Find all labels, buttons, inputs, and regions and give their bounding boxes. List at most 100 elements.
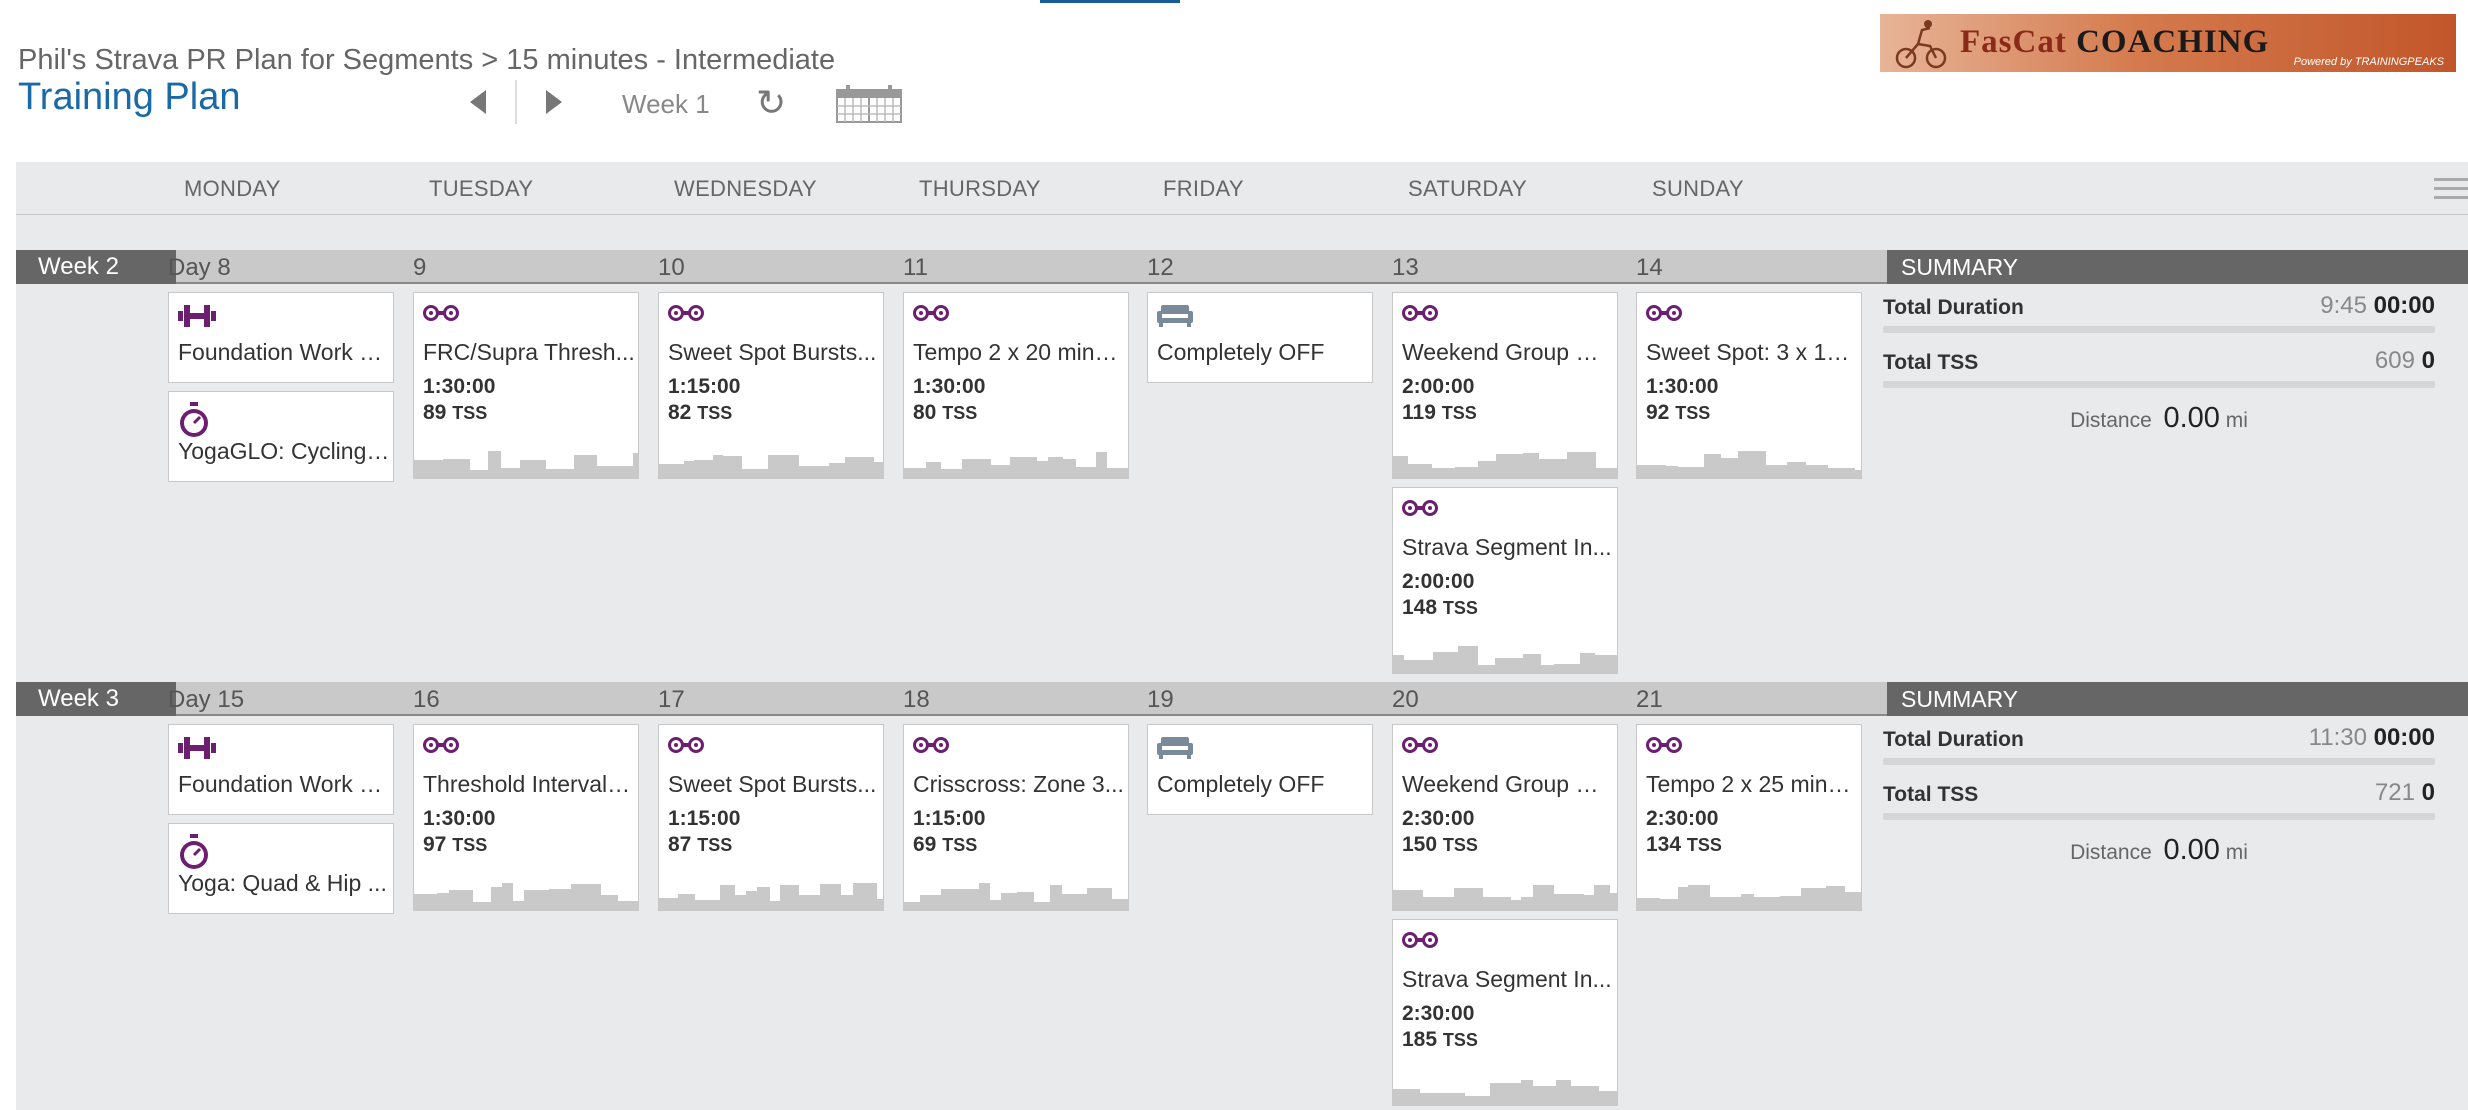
- dumbbell-icon: [178, 303, 216, 334]
- bike-icon: [1646, 303, 1682, 328]
- workout-title: Sweet Spot Bursts...: [668, 339, 877, 365]
- workout-card[interactable]: Weekend Group Ri... 2:00:00 119 TSS: [1392, 292, 1618, 479]
- total-duration-row: Total Duration 11:30 00:00: [1883, 724, 2435, 779]
- dumbbell-icon: [178, 735, 216, 766]
- bike-icon: [913, 303, 949, 328]
- workout-title: Strava Segment In...: [1402, 534, 1612, 560]
- workout-card[interactable]: Sweet Spot Bursts... 1:15:00 82 TSS: [658, 292, 884, 479]
- workout-card[interactable]: Foundation Work a...: [168, 724, 394, 815]
- day-number: 12: [1147, 254, 1174, 281]
- workout-duration: 2:30:00: [1402, 807, 1475, 830]
- workout-card[interactable]: Completely OFF: [1147, 292, 1373, 383]
- workout-title: Crisscross: Zone 3...: [913, 771, 1124, 797]
- workout-tss: 185 TSS: [1402, 1028, 1478, 1051]
- total-tss-label: Total TSS: [1883, 783, 1979, 806]
- day-number-strip: Day 8 9 10 11 12 13 14: [168, 250, 1906, 284]
- workout-title: Completely OFF: [1157, 339, 1325, 365]
- day-header-friday: FRIDAY: [1163, 176, 1244, 201]
- week-label-badge: Week 3: [16, 682, 176, 716]
- bike-icon: [1646, 735, 1682, 760]
- workout-tss: 97 TSS: [423, 833, 488, 856]
- day-number: 14: [1636, 254, 1663, 281]
- workout-card[interactable]: Completely OFF: [1147, 724, 1373, 815]
- workout-card[interactable]: Threshold Intervals... 1:30:00 97 TSS: [413, 724, 639, 911]
- workout-card[interactable]: Foundation Work a...: [168, 292, 394, 383]
- total-tss-row: Total TSS 609 0: [1883, 347, 2435, 402]
- workout-card[interactable]: Sweet Spot Bursts... 1:15:00 87 TSS: [658, 724, 884, 911]
- duration-progress-bar: [1883, 758, 2435, 765]
- stopwatch-icon: [178, 402, 210, 443]
- workout-card[interactable]: Yoga: Quad & Hip ...: [168, 823, 394, 914]
- logo-text: FasCat COACHING: [1960, 24, 2270, 60]
- workout-card[interactable]: Tempo 2 x 25 minu... 2:30:00 134 TSS: [1636, 724, 1862, 911]
- bike-icon: [1402, 303, 1438, 328]
- workout-title: Tempo 2 x 25 minu...: [1646, 771, 1858, 797]
- workout-title: Threshold Intervals...: [423, 771, 635, 797]
- day-number: 20: [1392, 686, 1419, 713]
- day-number: 19: [1147, 686, 1174, 713]
- distance-summary: Distance 0.00 mi: [2070, 402, 2248, 434]
- duration-progress-bar: [1883, 326, 2435, 333]
- calendar-icon[interactable]: [836, 85, 902, 123]
- workout-card[interactable]: Crisscross: Zone 3... 1:15:00 69 TSS: [903, 724, 1129, 911]
- total-tss-value: 721 0: [2374, 779, 2435, 806]
- bike-icon: [423, 303, 459, 328]
- workout-duration: 2:30:00: [1402, 1002, 1475, 1025]
- day-header-tuesday: TUESDAY: [429, 176, 534, 201]
- day-number: Day 15: [168, 686, 245, 713]
- total-duration-value: 9:45 00:00: [2320, 292, 2435, 319]
- workout-card[interactable]: Weekend Group Ri... 2:30:00 150 TSS: [1392, 724, 1618, 911]
- workout-card[interactable]: FRC/Supra Thresh... 1:30:00 89 TSS: [413, 292, 639, 479]
- next-week-arrow-icon[interactable]: [546, 90, 562, 114]
- plan-subtitle: Phil's Strava PR Plan for Segments > 15 …: [18, 44, 836, 76]
- cyclist-logo-icon: [1895, 20, 1947, 69]
- day-header-saturday: SATURDAY: [1408, 176, 1527, 201]
- day-number: 11: [903, 254, 928, 281]
- workout-duration: 1:15:00: [668, 807, 741, 830]
- tss-progress-bar: [1883, 813, 2435, 820]
- workout-tss: 134 TSS: [1646, 833, 1722, 856]
- day-number: 18: [903, 686, 930, 713]
- workout-duration: 1:30:00: [423, 375, 496, 398]
- previous-week-arrow-icon[interactable]: [470, 90, 486, 114]
- bike-icon: [1402, 735, 1438, 760]
- day-header-wednesday: WEDNESDAY: [674, 176, 817, 201]
- workout-card[interactable]: Sweet Spot: 3 x 15... 1:30:00 92 TSS: [1636, 292, 1862, 479]
- workout-card[interactable]: Strava Segment In... 2:30:00 185 TSS: [1392, 919, 1618, 1106]
- current-week-label: Week 1: [622, 89, 710, 119]
- couch-icon: [1157, 735, 1193, 764]
- workout-title: Weekend Group Ri...: [1402, 771, 1614, 797]
- bike-icon: [1402, 498, 1438, 523]
- workout-tss: 119 TSS: [1402, 401, 1477, 424]
- day-number-strip: Day 15 16 17 18 19 20 21: [168, 682, 1906, 716]
- workout-tss: 148 TSS: [1402, 596, 1478, 619]
- day-header-thursday: THURSDAY: [919, 176, 1041, 201]
- total-duration-label: Total Duration: [1883, 296, 2024, 319]
- workout-title: Strava Segment In...: [1402, 966, 1612, 992]
- workout-card[interactable]: YogaGLO: Cycling ...: [168, 391, 394, 482]
- top-accent-bar: [1040, 0, 1180, 3]
- day-number: 9: [413, 254, 427, 281]
- workout-title: Weekend Group Ri...: [1402, 339, 1614, 365]
- bike-icon: [423, 735, 459, 760]
- summary-header: SUMMARY: [1887, 250, 2468, 284]
- menu-icon[interactable]: [2434, 178, 2468, 205]
- workout-card[interactable]: Tempo 2 x 20 minu... 1:30:00 80 TSS: [903, 292, 1129, 479]
- day-number: 13: [1392, 254, 1419, 281]
- total-tss-value: 609 0: [2374, 347, 2435, 374]
- week-summary: Total Duration 11:30 00:00 Total TSS 721 0 D…: [1883, 724, 2435, 866]
- day-number: 21: [1636, 686, 1663, 713]
- day-number: 17: [658, 686, 685, 713]
- day-number: 10: [658, 254, 685, 281]
- workout-duration: 2:00:00: [1402, 570, 1475, 593]
- total-duration-label: Total Duration: [1883, 728, 2024, 751]
- workout-tss: 80 TSS: [913, 401, 978, 424]
- distance-summary: Distance 0.00 mi: [2070, 834, 2248, 866]
- workout-tss: 69 TSS: [913, 833, 978, 856]
- workout-title: Yoga: Quad & Hip ...: [178, 870, 387, 896]
- total-duration-row: Total Duration 9:45 00:00: [1883, 292, 2435, 347]
- workout-tss: 150 TSS: [1402, 833, 1478, 856]
- workout-duration: 1:30:00: [1646, 375, 1719, 398]
- workout-card[interactable]: Strava Segment In... 2:00:00 148 TSS: [1392, 487, 1618, 674]
- refresh-icon[interactable]: ↻: [756, 82, 787, 123]
